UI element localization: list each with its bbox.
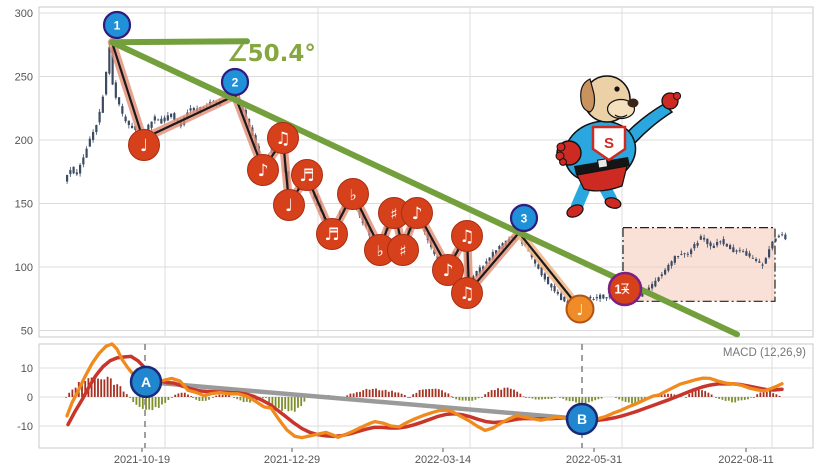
note-icon: ♪ bbox=[412, 204, 423, 224]
price-axis-tick-label: 150 bbox=[15, 199, 33, 211]
note-icon: ♩ bbox=[140, 136, 148, 156]
dog-buckle bbox=[596, 158, 609, 169]
angle-label: ∠50.4° bbox=[227, 41, 316, 67]
macd-marker-label: B bbox=[577, 411, 587, 427]
end-note-marker[interactable]: ♩ bbox=[565, 294, 595, 324]
note-icon: ♩ bbox=[285, 196, 293, 216]
date-axis-tick-label: 2022-05-31 bbox=[566, 454, 622, 466]
note-icon: ♯ bbox=[399, 242, 406, 260]
note-marker[interactable]: ♩ bbox=[128, 129, 160, 161]
macd-ab-markers: AB bbox=[129, 365, 599, 436]
dog-trunks bbox=[576, 165, 628, 192]
macd-axis-tick-label: -10 bbox=[17, 421, 33, 433]
note-icon: ♬ bbox=[324, 225, 339, 245]
wave-marker-label: 2 bbox=[232, 76, 239, 90]
macd-indicator-label: MACD (12,26,9) bbox=[723, 347, 806, 359]
note-marker[interactable]: ♬ bbox=[291, 159, 323, 191]
note-marker[interactable]: ♫ bbox=[267, 122, 299, 154]
note-icon: ♫ bbox=[459, 227, 474, 247]
note-marker[interactable]: ♫ bbox=[451, 220, 483, 252]
note-icon: ♫ bbox=[275, 129, 290, 149]
note-marker[interactable]: ♫ bbox=[451, 277, 483, 309]
macd-point-marker-B[interactable]: B bbox=[565, 402, 599, 436]
macd-point-marker-A[interactable]: A bbox=[129, 365, 163, 399]
price-axis-tick-label: 100 bbox=[15, 262, 33, 274]
macd-axis-tick-label: 10 bbox=[21, 363, 33, 375]
date-axis-tick-label: 2021-10-19 bbox=[114, 454, 170, 466]
note-icon: ♭ bbox=[349, 186, 356, 204]
date-axis-tick-label: 2021-12-29 bbox=[264, 454, 320, 466]
note-icon: ♩ bbox=[576, 301, 583, 319]
note-marker[interactable]: ♪ bbox=[247, 154, 279, 186]
note-marker[interactable]: ♪ bbox=[432, 254, 464, 286]
note-icon: ♭ bbox=[376, 242, 383, 260]
note-marker[interactable]: ♩ bbox=[273, 189, 305, 221]
grid-lines bbox=[38, 6, 814, 449]
macd-panel bbox=[65, 342, 784, 448]
dog-shield-letter: S bbox=[604, 135, 614, 152]
price-axis-tick-label: 300 bbox=[15, 8, 33, 20]
price-axis-tick-label: 250 bbox=[15, 72, 33, 84]
dog-boot bbox=[566, 204, 584, 218]
buy-signal-marker[interactable]: 1 bbox=[607, 271, 643, 307]
wave-marker-1[interactable]: 1 bbox=[102, 10, 132, 40]
note-marker[interactable]: ♯ bbox=[387, 234, 419, 266]
chart-markers: ♩♪♫♩♬♬♭♭♯♯♪♪♫♫123♩1 bbox=[102, 10, 643, 324]
note-icon: ♪ bbox=[258, 161, 269, 181]
wave-marker-label: 1 bbox=[114, 19, 121, 33]
macd-marker-label: A bbox=[141, 374, 151, 390]
dog-boot bbox=[604, 197, 622, 209]
note-icon: ♬ bbox=[299, 166, 314, 186]
wave-marker-label: 3 bbox=[521, 212, 528, 226]
note-icon: ♪ bbox=[443, 261, 454, 281]
note-marker[interactable]: ♭ bbox=[337, 178, 369, 210]
macd-axis-tick-label: 0 bbox=[27, 392, 33, 404]
dog-nose bbox=[627, 98, 639, 108]
wave-marker-2[interactable]: 2 bbox=[220, 67, 250, 97]
buy-marker-number: 1 bbox=[615, 283, 622, 297]
price-axis-tick-label: 50 bbox=[21, 326, 33, 338]
date-axis-tick-label: 2022-03-14 bbox=[415, 454, 471, 466]
note-marker[interactable]: ♪ bbox=[401, 197, 433, 229]
dog-arm bbox=[620, 103, 674, 148]
date-axis-tick-label: 2022-08-11 bbox=[718, 454, 773, 466]
price-axis-tick-label: 200 bbox=[15, 135, 33, 147]
note-icon: ♯ bbox=[390, 205, 397, 223]
superhero-dog-illustration: S bbox=[555, 75, 682, 218]
note-marker[interactable]: ♬ bbox=[316, 218, 348, 250]
dog-eye bbox=[614, 86, 620, 92]
dog-ear bbox=[580, 78, 596, 113]
buy-marker-cjk-glyph bbox=[621, 283, 630, 295]
dog-mouth bbox=[614, 114, 628, 118]
note-icon: ♫ bbox=[459, 284, 474, 304]
wave-marker-3[interactable]: 3 bbox=[509, 203, 539, 233]
dog-shield bbox=[591, 125, 627, 162]
